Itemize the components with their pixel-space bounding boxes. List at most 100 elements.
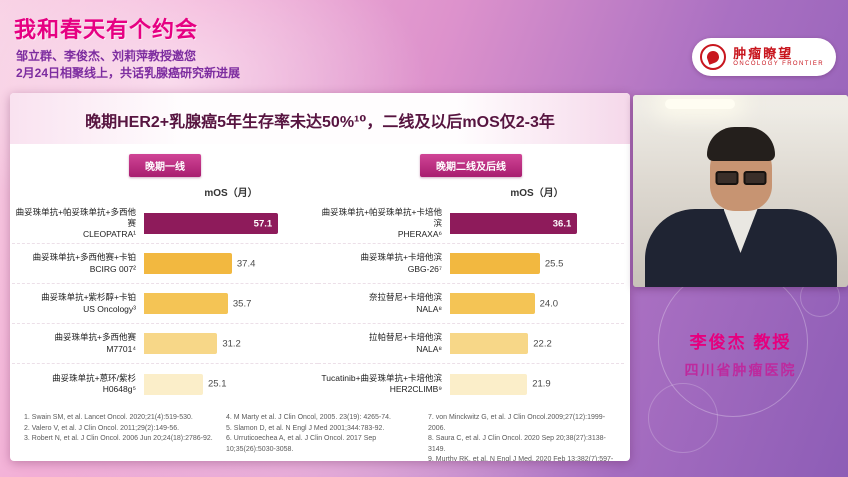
bar-track: 31.2 [144, 333, 285, 354]
bar-value: 25.1 [207, 378, 227, 390]
trial-name: BCIRG 007² [89, 263, 136, 274]
bar-track: 25.1 [144, 373, 285, 395]
bar [450, 293, 535, 314]
bar-value: 37.4 [236, 258, 256, 269]
bar-row: Tucatinib+曲妥珠单抗+卡培他滨 HER2CLIMB⁹ 21.9 [318, 364, 624, 404]
brand-emblem-icon [700, 44, 727, 70]
chart-first-line: 晚期一线 mOS（月） 曲妥珠单抗+帕妥珠单抗+多西他赛 CLEOPATRA¹ … [12, 148, 318, 404]
bar-label: 奈拉替尼+卡培他滨 NALA⁸ [318, 292, 450, 314]
bar-value: 22.2 [533, 338, 552, 349]
bar [144, 253, 232, 274]
references-column: 1. Swain SM, et al. Lancet Oncol. 2020;2… [24, 413, 214, 461]
bar-track: 37.4 [144, 253, 285, 274]
reference: 9. Murthy RK, et al. N Engl J Med. 2020 … [428, 456, 614, 461]
glasses-icon [715, 171, 766, 185]
event-subtitle-date: 2月24日相聚线上，共话乳腺癌研究新进展 [16, 66, 241, 80]
presenter-body [644, 209, 837, 287]
brand-name: 肿瘤瞭望 [733, 45, 794, 61]
bar-row: 曲妥珠单抗+帕妥珠单抗+多西他赛 CLEOPATRA¹ 57.1 [12, 204, 318, 244]
presenter-video [633, 95, 848, 287]
bar [144, 213, 279, 234]
bar-row: 曲妥珠单抗+紫杉醇+卡铂 US Oncology³ 35.7 [12, 284, 318, 324]
bar-value: 36.1 [552, 218, 572, 229]
bar-row: 曲妥珠单抗+蒽环/紫杉 H0648g⁵ 25.1 [12, 364, 318, 404]
reference: 3. Robert N, et al. J Clin Oncol. 2006 J… [24, 435, 213, 442]
bar-label: 拉帕替尼+卡培他滨 NALA⁸ [318, 332, 450, 354]
event-subtitle-hosts: 邹立群、李俊杰、刘莉萍教授邀您 [16, 49, 197, 63]
regimen-name: 拉帕替尼+卡培他滨 [369, 332, 442, 343]
bar-track: 57.1 [144, 213, 285, 234]
trial-name: US Oncology³ [83, 303, 136, 314]
bar-label: 曲妥珠单抗+紫杉醇+卡铂 US Oncology³ [12, 292, 144, 314]
reference: 5. Slamon D, et al. N Engl J Med 2001;34… [226, 424, 385, 432]
bar [450, 213, 578, 234]
references-column: 4. M Marty et al. J Clin Oncol, 2005. 23… [226, 413, 416, 461]
video-ceiling [633, 95, 848, 121]
trial-name: M7701⁴ [106, 343, 136, 354]
chart-header-later-line: 晚期二线及后线 [420, 154, 522, 177]
glasses-lens [715, 171, 738, 185]
trial-name: CLEOPATRA¹ [82, 229, 136, 240]
regimen-name: 奈拉替尼+卡培他滨 [369, 292, 442, 303]
bar-row: 曲妥珠单抗+卡培他滨 GBG-26⁷ 25.5 [318, 244, 624, 284]
trial-name: PHERAXA⁶ [397, 229, 442, 240]
regimen-name: 曲妥珠单抗+帕妥珠单抗+多西他赛 [15, 206, 136, 228]
trial-name: HER2CLIMB⁹ [389, 384, 442, 394]
charts-area: 晚期一线 mOS（月） 曲妥珠单抗+帕妥珠单抗+多西他赛 CLEOPATRA¹ … [10, 144, 630, 404]
bar-row: 曲妥珠单抗+多西他赛+卡铂 BCIRG 007² 37.4 [12, 244, 318, 284]
bar-label: 曲妥珠单抗+蒽环/紫杉 H0648g⁵ [12, 373, 144, 395]
trial-name: GBG-26⁷ [407, 263, 442, 274]
bar-value: 24.0 [539, 298, 559, 309]
regimen-name: 曲妥珠单抗+帕妥珠单抗+卡培他滨 [321, 206, 442, 228]
bar [450, 373, 528, 395]
reference: 1. Swain SM, et al. Lancet Oncol. 2020;2… [24, 414, 193, 421]
event-title: 我和春天有个约会 [14, 17, 199, 42]
bar [144, 333, 218, 354]
bar-label: 曲妥珠单抗+多西他赛 M7701⁴ [12, 332, 144, 354]
presenter-hair [706, 127, 775, 161]
bar-track: 24.0 [450, 293, 591, 314]
bar-value: 25.5 [544, 258, 564, 269]
presenter-hospital: 四川省肿瘤医院 [684, 362, 797, 378]
references-column: 7. von Minckwitz G, et al. J Clin Oncol.… [428, 413, 618, 461]
bar [144, 373, 203, 395]
bar-track: 22.2 [450, 333, 591, 354]
bar-label: 曲妥珠单抗+帕妥珠单抗+卡培他滨 PHERAXA⁶ [318, 207, 450, 240]
brand-logo: 肿瘤瞭望 ONCOLOGY FRONTIER [692, 38, 836, 76]
decorative-ring [648, 383, 718, 453]
bar-track: 21.9 [450, 373, 591, 395]
trial-name: H0648g⁵ [102, 384, 136, 394]
bar-value: 57.1 [253, 218, 273, 229]
brand-text: 肿瘤瞭望 ONCOLOGY FRONTIER [733, 45, 824, 68]
reference: 4. M Marty et al. J Clin Oncol, 2005. 23… [226, 414, 391, 421]
regimen-name: 曲妥珠单抗+卡培他滨 [360, 252, 442, 263]
bar-track: 35.7 [144, 293, 285, 314]
brand-subtitle: ONCOLOGY FRONTIER [733, 61, 824, 68]
bar-label: 曲妥珠单抗+帕妥珠单抗+多西他赛 CLEOPATRA¹ [12, 207, 144, 240]
bar-rows: 曲妥珠单抗+帕妥珠单抗+卡培他滨 PHERAXA⁶ 36.1 曲妥珠单抗+卡培他… [318, 204, 624, 404]
ceiling-light [665, 99, 735, 109]
bar-row: 奈拉替尼+卡培他滨 NALA⁸ 24.0 [318, 284, 624, 324]
bar-track: 36.1 [450, 213, 591, 234]
bar-track: 25.5 [450, 253, 591, 274]
regimen-name: 曲妥珠单抗+多西他赛+卡铂 [32, 252, 136, 263]
axis-label-mos: mOS（月） [204, 188, 258, 199]
slide-card: 晚期HER2+乳腺癌5年生存率未达50%¹⁰，二线及以后mOS仅2-3年 晚期一… [10, 93, 630, 461]
references: 1. Swain SM, et al. Lancet Oncol. 2020;2… [10, 404, 630, 461]
regimen-name: Tucatinib+曲妥珠单抗+卡培他滨 [321, 372, 442, 383]
regimen-name: 曲妥珠单抗+紫杉醇+卡铂 [41, 292, 136, 303]
bar-value: 31.2 [222, 338, 241, 349]
chart-later-line: 晚期二线及后线 mOS（月） 曲妥珠单抗+帕妥珠单抗+卡培他滨 PHERAXA⁶… [318, 148, 624, 404]
trial-name: NALA⁸ [416, 343, 442, 354]
bar-label: 曲妥珠单抗+卡培他滨 GBG-26⁷ [318, 252, 450, 274]
glasses-lens [743, 171, 766, 185]
bar-rows: 曲妥珠单抗+帕妥珠单抗+多西他赛 CLEOPATRA¹ 57.1 曲妥珠单抗+多… [12, 204, 318, 404]
reference: 2. Valero V, et al. J Clin Oncol. 2011;2… [24, 424, 180, 432]
reference: 7. von Minckwitz G, et al. J Clin Oncol.… [428, 414, 606, 432]
bar [450, 253, 540, 274]
reference: 6. Urruticoechea A, et al. J Clin Oncol.… [226, 435, 377, 453]
reference: 8. Saura C, et al. J Clin Oncol. 2020 Se… [428, 435, 606, 453]
presenter-name: 李俊杰 教授 [689, 333, 792, 352]
bar-label: 曲妥珠单抗+多西他赛+卡铂 BCIRG 007² [12, 252, 144, 274]
